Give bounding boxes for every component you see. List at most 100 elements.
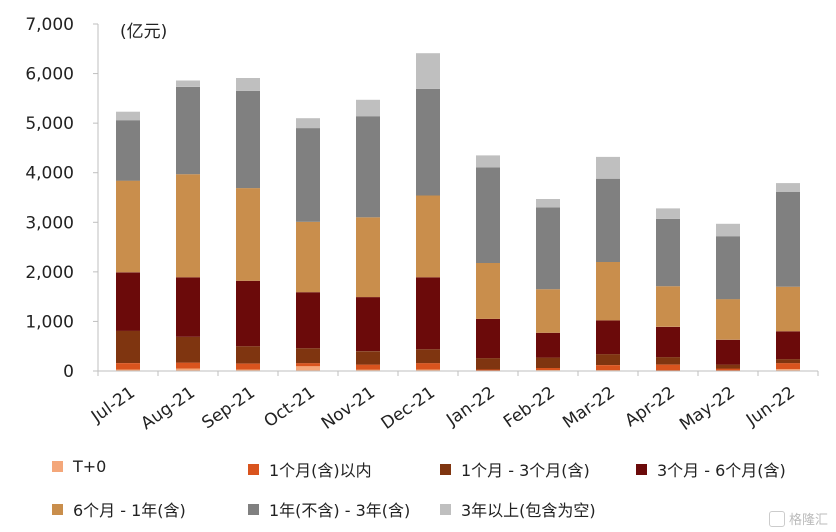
bar-segment-Jul-21-s6 [116, 111, 140, 121]
bar-segment-Jun-22-s6 [776, 183, 800, 192]
y-tick-label: 0 [63, 362, 74, 382]
bar-segment-Nov-21-s5 [356, 116, 380, 218]
bar-segment-Jan-22-s5 [476, 167, 500, 263]
y-tick-label: 7,000 [25, 15, 74, 35]
bar-segment-Jun-22-s0 [776, 369, 800, 371]
bar-segment-Dec-21-s6 [416, 53, 440, 89]
bar-segment-Nov-21-s4 [356, 217, 380, 298]
bar-segment-Dec-21-s1 [416, 363, 440, 370]
bar-segment-Mar-22-s1 [596, 365, 620, 371]
bar-segment-May-22-s2 [716, 364, 740, 369]
bar-segment-Jun-22-s4 [776, 286, 800, 332]
bar-segment-Nov-21-s3 [356, 297, 380, 352]
bar-segment-Aug-21-s5 [176, 87, 200, 175]
bar-segment-Apr-22-s5 [656, 218, 680, 287]
bar-segment-Apr-22-s4 [656, 286, 680, 327]
bar-segment-Mar-22-s3 [596, 320, 620, 355]
bar-segment-Sep-21-s4 [236, 188, 260, 281]
bar-segment-Feb-22-s1 [536, 368, 560, 370]
bar-segment-Jan-22-s4 [476, 262, 500, 319]
bar-segment-Dec-21-s4 [416, 195, 440, 278]
bar-segment-Oct-21-s6 [296, 118, 320, 129]
bar-segment-Oct-21-s3 [296, 292, 320, 349]
bar-segment-May-22-s3 [716, 339, 740, 365]
y-tick-label: 1,000 [25, 312, 74, 332]
bar-segment-Mar-22-s2 [596, 354, 620, 365]
bar-segment-Jun-22-s3 [776, 331, 800, 360]
bar-segment-Oct-21-s4 [296, 221, 320, 293]
x-tick-label: Jun-22 [742, 383, 799, 431]
bar-segment-Aug-21-s3 [176, 277, 200, 337]
bar-segment-Nov-21-s1 [356, 364, 380, 370]
bar-segment-May-22-s1 [716, 368, 740, 371]
bar-segment-Apr-22-s1 [656, 364, 680, 371]
bar-segment-Jun-22-s2 [776, 359, 800, 364]
bar-segment-Jul-21-s1 [116, 363, 140, 370]
y-tick-label: 5,000 [25, 114, 74, 134]
bar-segment-Mar-22-s4 [596, 261, 620, 321]
bar-segment-Sep-21-s3 [236, 280, 260, 347]
x-tick-label: Sep-21 [198, 383, 258, 434]
bar-segment-May-22-s4 [716, 299, 740, 340]
bar-segment-Jul-21-s0 [116, 369, 140, 371]
y-tick-label: 2,000 [25, 263, 74, 283]
bar-segment-Sep-21-s6 [236, 78, 260, 91]
watermark-text: 格隆汇 [788, 513, 828, 528]
bar-segment-Jun-22-s5 [776, 192, 800, 287]
x-tick-label: Aug-21 [137, 383, 198, 434]
bar-segment-Jan-22-s2 [476, 358, 500, 370]
bar-segment-Nov-21-s6 [356, 99, 380, 117]
x-tick-label: Nov-21 [318, 383, 379, 434]
bar-segment-Jul-21-s2 [116, 330, 140, 363]
bar-segment-Apr-22-s2 [656, 357, 680, 365]
bar-segment-Jun-22-s1 [776, 363, 800, 369]
x-tick-label: Apr-22 [621, 383, 678, 432]
bar-segment-Sep-21-s1 [236, 363, 260, 370]
watermark: 格隆汇 [768, 509, 828, 528]
bars-layer [116, 53, 800, 371]
bar-segment-Oct-21-s5 [296, 128, 320, 222]
bar-segment-Oct-21-s1 [296, 363, 320, 367]
unit-label: (亿元) [120, 22, 167, 42]
x-tick-label: Oct-21 [261, 383, 319, 432]
bar-segment-Sep-21-s2 [236, 346, 260, 364]
bar-segment-Jan-22-s6 [476, 155, 500, 168]
bar-segment-Dec-21-s5 [416, 88, 440, 196]
x-tick-label: Jan-22 [442, 383, 499, 431]
bar-segment-Jul-21-s3 [116, 272, 140, 331]
bar-segment-Mar-22-s5 [596, 178, 620, 262]
bar-segment-Apr-22-s6 [656, 208, 680, 219]
x-tick-label: Dec-21 [378, 383, 439, 434]
bar-segment-Feb-22-s6 [536, 199, 560, 208]
bar-segment-Sep-21-s5 [236, 90, 260, 189]
bar-segment-May-22-s5 [716, 236, 740, 300]
bar-segment-Feb-22-s5 [536, 207, 560, 290]
bar-segment-Aug-21-s1 [176, 362, 200, 369]
x-tick-label: May-22 [676, 383, 739, 435]
bar-segment-Oct-21-s2 [296, 348, 320, 364]
bar-segment-Aug-21-s6 [176, 80, 200, 87]
bar-segment-Apr-22-s3 [656, 326, 680, 358]
bar-segment-Jul-21-s4 [116, 180, 140, 273]
x-tick-label: Mar-22 [559, 383, 619, 433]
bar-segment-Jan-22-s3 [476, 318, 500, 359]
bar-segment-Dec-21-s2 [416, 349, 440, 364]
x-tick-label: Feb-22 [500, 383, 559, 433]
bar-segment-Sep-21-s0 [236, 369, 260, 371]
bar-segment-Nov-21-s0 [356, 369, 380, 371]
bar-segment-Feb-22-s2 [536, 357, 560, 368]
y-tick-label: 4,000 [25, 164, 74, 184]
bar-segment-Nov-21-s2 [356, 351, 380, 365]
bar-segment-Mar-22-s6 [596, 156, 620, 179]
y-tick-label: 6,000 [25, 65, 74, 85]
bar-segment-Dec-21-s3 [416, 277, 440, 350]
bar-segment-Aug-21-s4 [176, 174, 200, 278]
bar-segment-Oct-21-s0 [296, 366, 320, 371]
bar-segment-Feb-22-s3 [536, 332, 560, 358]
bar-segment-Dec-21-s0 [416, 369, 440, 371]
bar-segment-Aug-21-s0 [176, 368, 200, 371]
bar-segment-Jan-22-s1 [476, 369, 500, 371]
watermark-logo-icon [768, 510, 785, 527]
bar-segment-Jul-21-s5 [116, 120, 140, 181]
